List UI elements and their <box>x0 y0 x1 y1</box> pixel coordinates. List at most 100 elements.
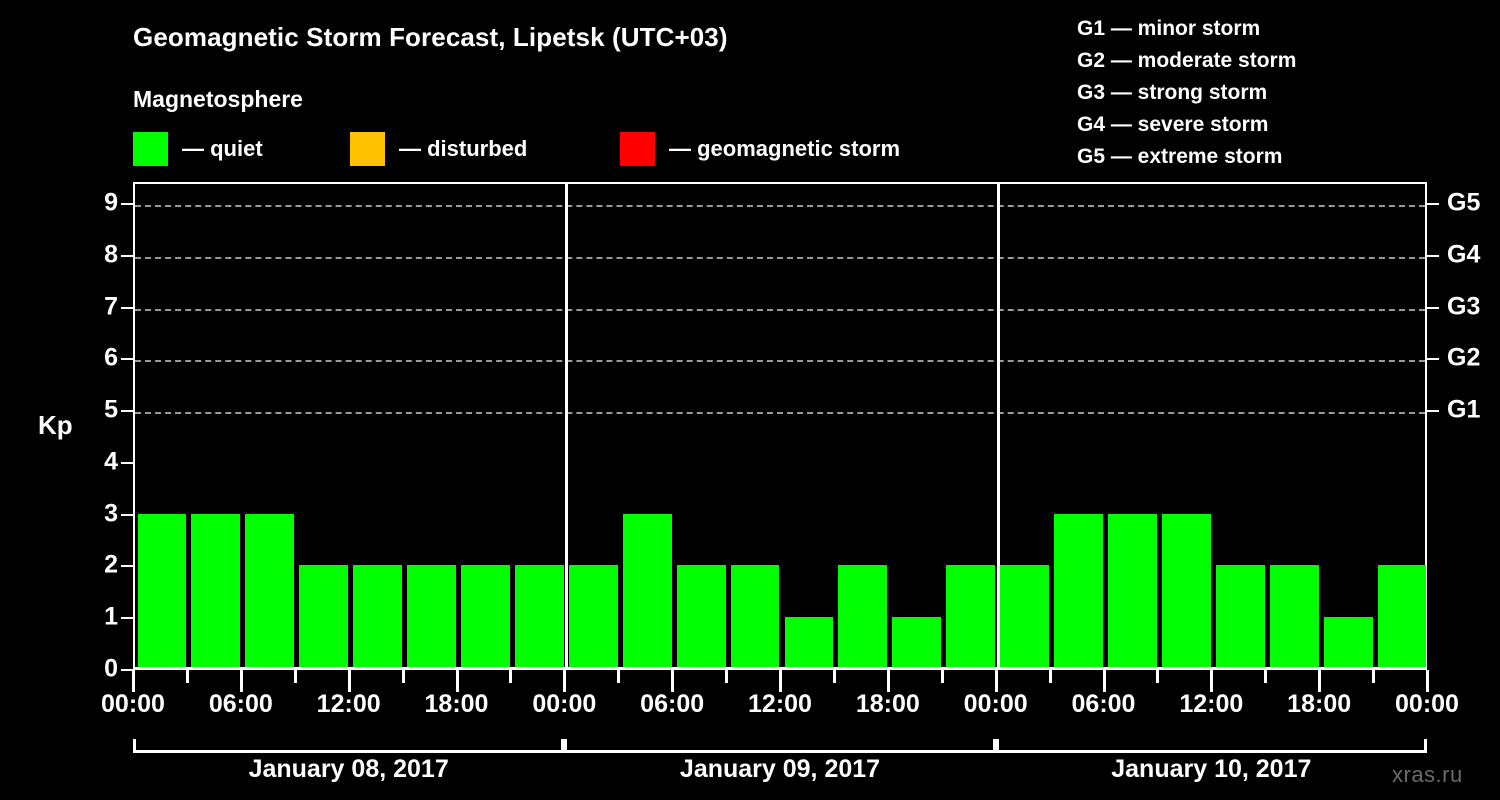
x-tick-label: 18:00 <box>855 690 920 718</box>
x-tick-minor <box>1048 670 1052 683</box>
x-tick-major <box>1210 670 1214 692</box>
bar <box>838 565 888 669</box>
bar <box>568 565 618 669</box>
x-tick-major <box>1426 670 1429 692</box>
gridline-kp-5 <box>135 412 1425 415</box>
x-tick-minor <box>401 670 405 683</box>
g-scale-legend: G1 — minor storm G2 — moderate storm G3 — … <box>1077 13 1296 173</box>
bar <box>407 565 456 669</box>
y-tick-label-1: 1 <box>104 602 118 631</box>
date-bracket <box>995 739 1427 753</box>
x-axis-line <box>133 667 1427 670</box>
legend-item-0: — quiet <box>133 131 263 167</box>
x-tick-minor <box>509 670 513 683</box>
x-tick-major <box>563 670 567 692</box>
bar <box>137 513 187 669</box>
x-tick-major <box>239 670 243 692</box>
y-tick-mark-9 <box>121 203 133 205</box>
bar <box>353 565 403 669</box>
y-tick-label-3: 3 <box>104 499 118 528</box>
plot-area <box>133 182 1427 669</box>
bar <box>676 565 726 669</box>
x-tick-major <box>886 670 890 692</box>
g-axis-tick-label-G4: G4 <box>1447 240 1481 269</box>
date-bracket <box>133 739 565 753</box>
x-tick-minor <box>832 670 836 683</box>
date-label: January 08, 2017 <box>248 755 449 783</box>
bar <box>730 565 780 669</box>
x-tick-major <box>1318 670 1322 692</box>
y-tick-mark-0 <box>121 669 133 671</box>
y-tick-label-8: 8 <box>104 240 118 269</box>
x-tick-minor <box>1156 670 1160 683</box>
y-tick-mark-8 <box>121 254 133 257</box>
bar <box>1000 565 1050 669</box>
y-tick-mark-3 <box>121 513 133 516</box>
legend-item-label: — geomagnetic storm <box>669 136 901 161</box>
x-tick-label: 06:00 <box>1071 690 1136 718</box>
g-axis-tick-mark-G4 <box>1427 254 1439 257</box>
bar <box>946 565 996 669</box>
bar <box>191 513 241 669</box>
legend-item-label: — quiet <box>182 136 263 161</box>
legend-swatch-icon <box>620 132 655 166</box>
bar <box>1161 513 1211 669</box>
x-tick-minor <box>1264 670 1268 683</box>
x-tick-label: 18:00 <box>424 690 489 718</box>
g-axis-tick-mark-G1 <box>1427 410 1439 413</box>
x-tick-minor <box>185 670 189 683</box>
y-tick-label-4: 4 <box>104 447 118 476</box>
bar <box>461 565 510 669</box>
bar <box>892 617 942 669</box>
x-tick-major <box>347 670 351 692</box>
watermark: xras.ru <box>1392 762 1463 787</box>
g-axis-tick-label-G1: G1 <box>1447 395 1481 424</box>
bar <box>1269 565 1319 669</box>
x-tick-major <box>779 670 782 692</box>
x-tick-major <box>994 670 998 692</box>
x-tick-major <box>132 670 135 692</box>
x-tick-label: 12:00 <box>1179 690 1244 718</box>
x-tick-minor <box>617 670 621 683</box>
day-separator <box>565 184 569 669</box>
bar <box>1054 513 1103 669</box>
bar <box>299 565 349 669</box>
g-axis-tick-label-G3: G3 <box>1447 292 1481 321</box>
g-axis-tick-label-G5: G5 <box>1447 188 1481 217</box>
legend-item-2: — geomagnetic storm <box>620 131 900 167</box>
g-axis-tick-mark-G2 <box>1427 358 1439 361</box>
magnetosphere-legend-heading: Magnetosphere <box>133 86 303 112</box>
bar <box>514 565 564 669</box>
date-bracket <box>564 739 996 753</box>
g-scale-legend-row-4: G4 — severe storm <box>1077 113 1269 136</box>
x-tick-label: 06:00 <box>208 690 273 718</box>
bar <box>1377 565 1427 669</box>
legend-swatch-icon <box>133 132 168 166</box>
date-label: January 09, 2017 <box>679 755 881 783</box>
y-tick-label-7: 7 <box>104 292 118 321</box>
x-tick-label: 12:00 <box>316 690 381 718</box>
g-scale-legend-row-1: G1 — minor storm <box>1077 17 1261 40</box>
bar <box>245 513 295 669</box>
x-tick-label: 00:00 <box>532 690 597 718</box>
gridline-kp-8 <box>135 256 1425 259</box>
day-separator <box>996 184 1000 669</box>
x-tick-label: 18:00 <box>1287 690 1352 718</box>
y-tick-label-5: 5 <box>104 395 118 424</box>
plot-inner <box>135 184 1427 669</box>
y-tick-mark-2 <box>121 565 133 568</box>
x-tick-label: 00:00 <box>101 690 165 718</box>
bar <box>1108 513 1157 669</box>
x-tick-minor <box>940 670 944 683</box>
y-tick-label-2: 2 <box>104 550 118 579</box>
g-scale-legend-row-2: G2 — moderate storm <box>1077 49 1297 72</box>
x-tick-label: 00:00 <box>963 690 1028 718</box>
g-scale-legend-row-5: G5 — extreme storm <box>1077 145 1283 168</box>
legend-item-1: — disturbed <box>350 131 527 167</box>
y-tick-mark-4 <box>121 461 133 464</box>
date-label: January 10, 2017 <box>1111 755 1312 783</box>
x-tick-major <box>1102 670 1106 692</box>
page-title: Geomagnetic Storm Forecast, Lipetsk (UTC… <box>133 22 728 52</box>
x-tick-minor <box>1372 670 1376 683</box>
